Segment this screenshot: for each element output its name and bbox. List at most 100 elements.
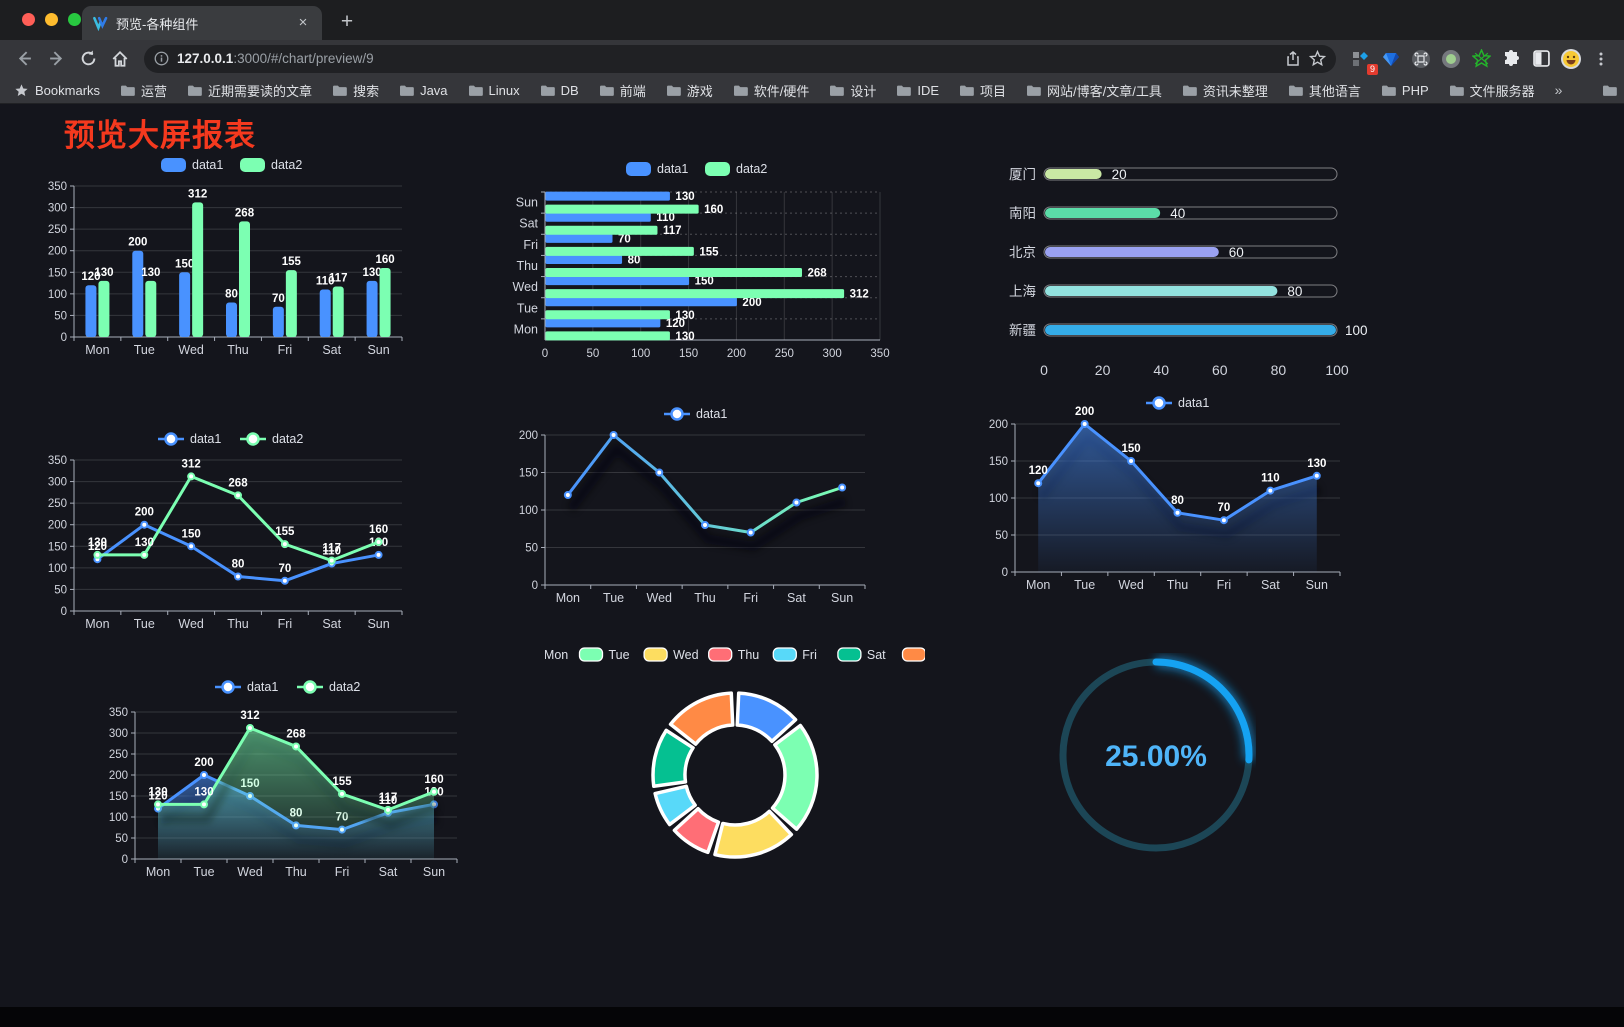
legend-item-Thu[interactable]: Thu [708, 647, 760, 662]
forward-button[interactable] [42, 45, 70, 73]
home-button[interactable] [106, 45, 134, 73]
extension-green-star-icon[interactable] [1468, 46, 1494, 72]
svg-text:Mon: Mon [514, 322, 538, 336]
legend-item-data2[interactable]: data2 [240, 432, 303, 446]
folder-icon [468, 84, 483, 97]
legend-item-data1[interactable]: data1 [161, 158, 223, 172]
bookmark-folder-搜索[interactable]: 搜索 [332, 81, 379, 100]
pie-slice-Sun[interactable] [668, 691, 735, 746]
extension-gem-icon[interactable] [1378, 46, 1404, 72]
bar-grouped-svg: data1 data2 0 50 100 150 200 250 300 350 Mon Tue Wed… [48, 158, 403, 357]
bookmark-star-icon[interactable] [1309, 50, 1326, 67]
dashboard-page: 预览大屏报表 data1 data2 0 50 100 150 200 250 300 350 Mo… [0, 104, 1624, 1027]
svg-text:Tue: Tue [134, 343, 155, 357]
extensions-puzzle-icon[interactable] [1498, 46, 1524, 72]
series-data1: 120 200 150 80 70 110 130 [88, 507, 388, 585]
legend-item-data2[interactable]: data2 [705, 162, 767, 176]
bookmark-folder-文件服务器[interactable]: 文件服务器 [1449, 81, 1535, 100]
theme-toggle-icon[interactable] [1528, 46, 1554, 72]
tab-close-icon[interactable]: × [298, 14, 308, 31]
svg-text:120: 120 [88, 541, 107, 553]
legend-item-Fri[interactable]: Fri [772, 647, 817, 662]
extension-green-dot-icon[interactable] [1438, 46, 1464, 72]
folder-icon [599, 84, 614, 97]
pie-slice-Thu[interactable] [672, 806, 721, 855]
chart-bar-grouped: data1 data2 0 50 100 150 200 250 300 350 Mon Tue Wed… [28, 150, 440, 365]
legend-item-data1[interactable]: data1 [664, 407, 727, 421]
legend-item-Mon[interactable]: Mon [514, 647, 568, 662]
folder-icon [829, 84, 845, 97]
bookmark-folder-运营[interactable]: 运营 [120, 81, 167, 100]
bookmark-folder-Java[interactable]: Java [399, 83, 448, 98]
pie-slice-Mon[interactable] [735, 691, 798, 744]
extension-command-icon[interactable] [1408, 46, 1434, 72]
bookmarks-root-item[interactable]: Bookmarks [14, 83, 100, 98]
folder-icon [1602, 84, 1618, 97]
tab-strip: 预览-各种组件 × + [0, 0, 1624, 40]
svg-text:Tue: Tue [134, 617, 155, 631]
bookmark-folder-游戏[interactable]: 游戏 [666, 81, 713, 100]
bookmark-folder-IDE[interactable]: IDE [896, 83, 939, 98]
legend-item-data2[interactable]: data2 [297, 680, 360, 694]
legend-item-data1[interactable]: data1 [1146, 396, 1209, 410]
legend-item-Sat[interactable]: Sat [837, 647, 886, 662]
profile-avatar-emoji[interactable] [1558, 46, 1584, 72]
legend-item-Tue[interactable]: Tue [578, 647, 630, 662]
svg-text:Sat: Sat [322, 617, 341, 631]
svg-text:200: 200 [135, 507, 154, 519]
page-title: 预览大屏报表 [64, 118, 256, 153]
folder-icon [896, 84, 912, 97]
svg-text:200: 200 [194, 757, 213, 769]
window-zoom-button[interactable] [68, 13, 81, 26]
window-minimize-button[interactable] [45, 13, 58, 26]
svg-text:250: 250 [48, 498, 67, 510]
legend-item-data1[interactable]: data1 [158, 432, 221, 446]
pie-slice-Wed[interactable] [713, 809, 794, 859]
address-bar[interactable]: 127.0.0.1:3000/#/chart/preview/9 [144, 44, 1336, 73]
bookmark-folder-网站/博客/文章/工具[interactable]: 网站/博客/文章/工具 [1026, 81, 1162, 100]
legend-item-Wed[interactable]: Wed [643, 647, 699, 662]
legend-item-Sun[interactable]: Sun [901, 647, 954, 662]
browser-tab[interactable]: 预览-各种组件 × [82, 6, 322, 40]
bookmark-folder-软件/硬件[interactable]: 软件/硬件 [733, 81, 809, 100]
pie-slice-Sat[interactable] [651, 728, 695, 788]
bookmark-folder-DB[interactable]: DB [540, 83, 579, 98]
bookmark-folder-设计[interactable]: 设计 [829, 81, 876, 100]
reload-button[interactable] [74, 45, 102, 73]
menu-dots-icon[interactable] [1588, 46, 1614, 72]
legend-item-data2[interactable]: data2 [240, 158, 302, 172]
bookmark-folder-Linux[interactable]: Linux [468, 83, 520, 98]
folder-icon [1381, 84, 1396, 97]
site-info-icon[interactable] [154, 51, 169, 66]
legend-item-data1[interactable]: data1 [215, 680, 278, 694]
bookmark-folder-资讯未整理[interactable]: 资讯未整理 [1182, 81, 1268, 100]
svg-text:350: 350 [109, 707, 128, 719]
bookmark-folder-近期需要读的文章[interactable]: 近期需要读的文章 [187, 81, 312, 100]
extension-badge: 9 [1366, 63, 1378, 75]
other-bookmarks-folder[interactable]: 其他书签 [1602, 81, 1624, 100]
series-data2: 130 130 312 268 155 117 160 [88, 458, 388, 565]
svg-text:160: 160 [369, 524, 388, 536]
svg-text:300: 300 [48, 203, 67, 215]
svg-text:data1: data1 [192, 158, 223, 172]
bookmark-folder-项目[interactable]: 项目 [959, 81, 1006, 100]
back-button[interactable] [10, 45, 38, 73]
bookmark-folder-PHP[interactable]: PHP [1381, 83, 1429, 98]
series-data1 [563, 431, 847, 551]
svg-text:150: 150 [989, 456, 1008, 468]
legend-item-data1[interactable]: data1 [626, 162, 688, 176]
window-close-button[interactable] [22, 13, 35, 26]
bookmarks-overflow-button[interactable]: » [1554, 82, 1563, 98]
svg-text:110: 110 [379, 795, 398, 807]
new-tab-button[interactable]: + [340, 10, 354, 33]
svg-text:Sat: Sat [867, 648, 886, 662]
extension-collage-icon[interactable]: 9 [1348, 46, 1378, 75]
pie-slice-Fri[interactable] [653, 784, 697, 827]
bookmark-folder-前端[interactable]: 前端 [599, 81, 646, 100]
svg-text:70: 70 [1218, 502, 1231, 514]
svg-text:200: 200 [109, 770, 128, 782]
bookmark-folder-其他语言[interactable]: 其他语言 [1288, 81, 1361, 100]
svg-text:Tue: Tue [193, 865, 214, 879]
share-icon[interactable] [1285, 50, 1301, 67]
pie-slice-Tue[interactable] [770, 723, 819, 831]
